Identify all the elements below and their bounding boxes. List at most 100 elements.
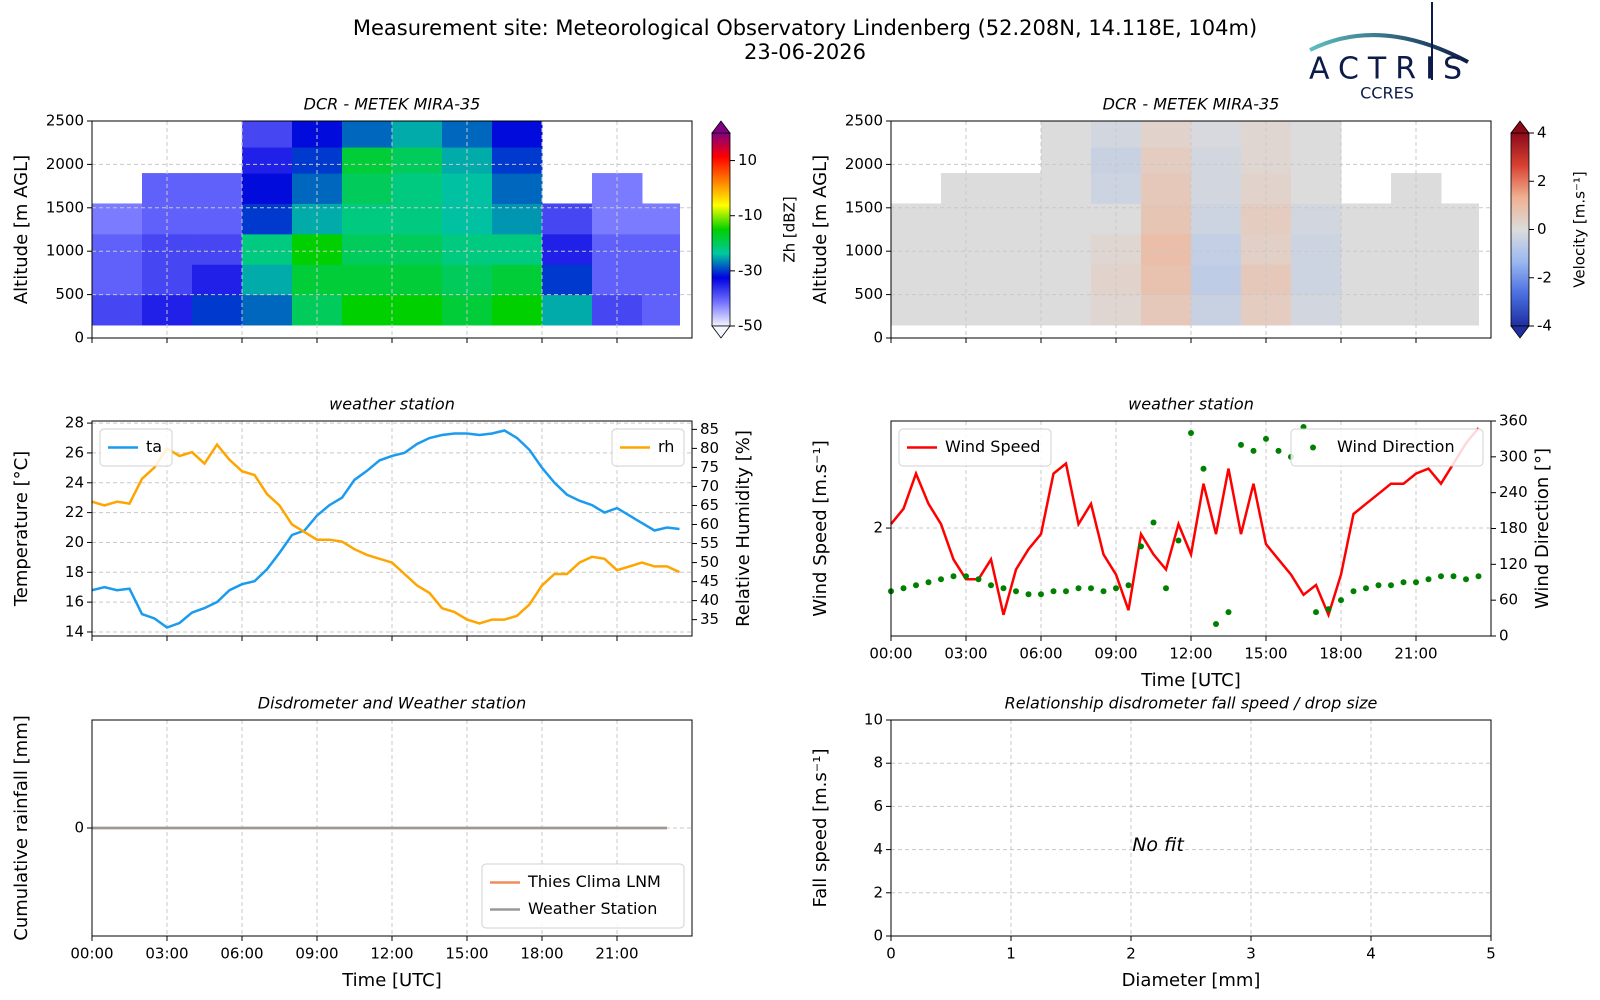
data-point	[1000, 585, 1007, 592]
heatmap-cell	[991, 264, 1042, 296]
heatmap-cell	[1291, 294, 1342, 326]
logo-arc	[1309, 33, 1469, 64]
data-point	[1375, 582, 1382, 589]
heatmap-cell	[542, 233, 593, 265]
data-point	[1325, 606, 1332, 613]
colorbar-extend	[1510, 120, 1530, 134]
colorbar-tick-label: -2	[1537, 268, 1552, 286]
y-tick-label: 0	[873, 329, 883, 347]
heatmap-cell	[392, 233, 443, 265]
y2-tick-label: 180	[1499, 519, 1528, 537]
data-point	[925, 579, 932, 586]
heatmap-cell	[192, 203, 243, 235]
panel-title: Relationship disdrometer fall speed / dr…	[1005, 694, 1378, 713]
heatmap-cell	[542, 294, 593, 326]
y-tick-label: 16	[65, 593, 84, 611]
y-tick-label: 1500	[46, 198, 84, 216]
y2-tick-label: 60	[700, 515, 719, 533]
panel-title: weather station	[1128, 395, 1254, 414]
y-axis-label: Altitude [m AGL]	[810, 155, 831, 304]
plot-frame	[890, 420, 1492, 637]
data-point	[1175, 537, 1182, 544]
heatmap-cell	[1291, 233, 1342, 265]
y-tick-label: 22	[65, 503, 84, 521]
heatmap-cell	[1441, 203, 1479, 235]
data-point	[1150, 519, 1157, 526]
x-tick-label: 15:00	[445, 945, 488, 963]
heatmap-cell	[1141, 121, 1192, 148]
colorbar-label: Velocity [m.s⁻¹]	[1571, 171, 1589, 287]
heatmap-cell	[192, 233, 243, 265]
data-point	[1300, 423, 1307, 430]
heatmap-cell	[242, 173, 293, 204]
data-point	[1450, 573, 1457, 580]
y2-tick-label: 240	[1499, 483, 1528, 501]
x-axis-label: Time [UTC]	[1140, 670, 1241, 691]
heatmap-cell	[392, 147, 443, 174]
y2-tick-label: 35	[700, 610, 719, 628]
data-point	[1250, 447, 1257, 454]
y2-axis-label: Wind Direction [°]	[1532, 448, 1553, 609]
data-line	[91, 429, 680, 629]
heatmap-cell	[991, 233, 1042, 265]
panel: weather station Wind Speed [m.s⁻¹] Wind Di…	[810, 395, 1553, 692]
heatmap-cell	[242, 121, 293, 148]
y-tick-label: 8	[873, 754, 883, 772]
legend-label: ta	[146, 437, 162, 456]
y-tick-label: 1500	[845, 198, 883, 216]
colorbar-tick-label: 2	[1537, 172, 1547, 190]
legend-label: Wind Direction	[1337, 437, 1455, 456]
y-tick-label: 28	[65, 414, 84, 432]
heatmap-cell	[1141, 173, 1192, 204]
heatmap-cell	[1041, 121, 1092, 148]
heatmap-cell	[1041, 294, 1092, 326]
x-tick-label: 21:00	[595, 945, 638, 963]
x-axis-label: Diameter [mm]	[1122, 970, 1261, 991]
x-tick-label: 1	[1006, 945, 1016, 963]
panel-title: Disdrometer and Weather station	[258, 694, 526, 713]
panel: DCR - METEK MIRA-35 Altitude [m AGL] -4 -2 0…	[810, 95, 1589, 347]
heatmap-cell	[1191, 121, 1242, 148]
heatmap-cell	[92, 264, 143, 296]
data-point	[1013, 588, 1019, 595]
data-point	[1038, 591, 1044, 598]
plot-frame	[890, 719, 1492, 937]
y-tick-label: 26	[65, 443, 84, 461]
data-point	[1113, 585, 1119, 592]
data-point	[1338, 597, 1344, 604]
heatmap-cell	[242, 294, 293, 326]
y-tick-label: 20	[65, 533, 84, 551]
colorbar-tick-label: 0	[1537, 220, 1547, 238]
colorbar-extend	[1510, 325, 1530, 339]
y-tick-label: 2	[873, 519, 883, 537]
y-tick-label: 10	[864, 711, 883, 729]
heatmap-cell	[492, 121, 543, 148]
y2-tick-label: 45	[700, 572, 719, 590]
legend-label: rh	[658, 437, 674, 456]
heatmap-cell	[1291, 147, 1342, 174]
data-point	[1263, 435, 1269, 442]
colorbar-extend	[711, 120, 731, 134]
heatmap-cell	[92, 203, 143, 235]
colorbar-tick-label: -10	[738, 206, 763, 224]
y-axis-label: Wind Speed [m.s⁻¹]	[810, 440, 831, 617]
data-point	[950, 573, 957, 580]
figure-title: Measurement site: Meteorological Observa…	[353, 16, 1257, 40]
data-point	[1125, 582, 1132, 589]
panel: weather station Temperature [°C] Relative …	[11, 395, 754, 641]
y-tick-label: 2	[873, 883, 883, 901]
x-tick-label: 4	[1366, 945, 1376, 963]
colorbar-tick-label: 10	[738, 151, 757, 169]
heatmap-cell	[242, 147, 293, 174]
heatmap-cell	[92, 233, 143, 265]
colorbar	[1510, 132, 1530, 327]
heatmap-cell	[492, 294, 543, 326]
y2-tick-label: 50	[700, 553, 719, 571]
data-point	[938, 576, 944, 583]
panel: DCR - METEK MIRA-35 Altitude [m AGL] -50 -3…	[11, 95, 799, 347]
data-point	[1238, 441, 1244, 448]
heatmap-cell	[242, 264, 293, 296]
y2-tick-label: 80	[700, 439, 719, 457]
data-point	[1063, 588, 1069, 595]
